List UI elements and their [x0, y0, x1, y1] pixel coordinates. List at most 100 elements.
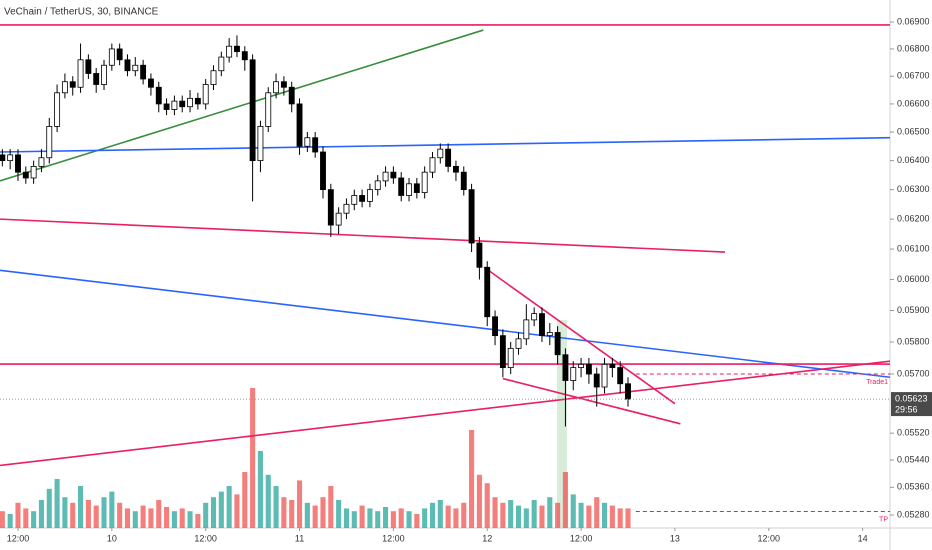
volume-bar	[328, 486, 334, 528]
volume-bar	[351, 511, 357, 528]
candle-body	[179, 100, 186, 108]
volume-bar	[265, 474, 271, 528]
candle-body	[554, 332, 561, 356]
volume-bar	[23, 508, 29, 528]
volume-bar	[429, 502, 436, 528]
volume-bar	[336, 500, 342, 528]
candle-body	[30, 165, 37, 179]
volume-bar	[124, 508, 131, 528]
volume-bar	[296, 480, 303, 528]
volume-bar	[0, 511, 5, 528]
volume-bar	[250, 388, 256, 528]
volume-bar	[257, 451, 263, 528]
candle-body	[312, 137, 319, 153]
candle-body	[609, 363, 616, 368]
volume-bar	[46, 488, 52, 528]
candle-body	[7, 154, 14, 162]
x-tick-label: 12:00	[382, 533, 405, 543]
candle-body	[523, 319, 530, 340]
volume-bar	[234, 494, 240, 528]
y-tick-label: 0.05520	[897, 428, 930, 438]
candle-body	[398, 177, 405, 196]
volume-bar	[390, 511, 396, 528]
candle-body	[124, 59, 131, 72]
volume-bar	[15, 502, 21, 528]
candle-body	[468, 189, 475, 244]
volume-bar	[38, 500, 44, 528]
candle-body	[0, 154, 6, 162]
candle-body	[437, 148, 444, 159]
candle-body	[413, 183, 420, 193]
candle-body	[234, 45, 240, 53]
candle-body	[390, 171, 397, 179]
volume-bar	[312, 505, 318, 528]
candle-body	[374, 180, 381, 191]
volume-bar	[375, 511, 381, 528]
candle-body	[539, 313, 545, 337]
candle-body	[445, 148, 452, 167]
volume-bar	[476, 474, 482, 528]
candle-body	[507, 347, 514, 368]
volume-bar	[78, 486, 84, 528]
volume-bar	[117, 502, 123, 528]
volume-bar	[359, 505, 365, 528]
volume-bar	[210, 497, 217, 528]
y-tick-label: 0.05700	[897, 368, 930, 378]
volume-bar	[31, 511, 37, 528]
candle-body	[85, 59, 92, 74]
candle-body	[460, 171, 467, 191]
volume-bar	[304, 502, 310, 528]
candle-body	[476, 242, 483, 268]
volume-bar	[367, 508, 373, 528]
volume-bar	[562, 472, 568, 528]
trend-line	[0, 218, 726, 253]
volume-bar	[617, 508, 623, 528]
candle-body	[585, 363, 592, 375]
volume-bar	[594, 497, 600, 528]
volume-bar	[218, 491, 224, 528]
x-tick-label: 11	[295, 533, 304, 543]
volume-bar	[578, 502, 584, 528]
volume-bar	[555, 502, 561, 528]
volume-bar	[93, 505, 99, 528]
volume-bar	[531, 500, 537, 528]
trend-line	[502, 377, 681, 425]
volume-bar	[343, 508, 350, 528]
drawing-label: TP	[879, 516, 888, 523]
trend-line	[0, 360, 891, 467]
x-tick-label: 12:00	[194, 533, 217, 543]
volume-bar	[625, 508, 631, 528]
candle-body	[108, 48, 115, 66]
candle-body	[499, 335, 506, 368]
y-tick-label: 0.06200	[897, 213, 930, 223]
volume-bar	[140, 505, 146, 528]
candle-body	[54, 92, 61, 127]
y-tick-label: 0.06500	[897, 126, 930, 136]
candle-body	[77, 59, 84, 88]
candle-body	[492, 316, 498, 337]
chart-title: VeChain / TetherUS, 30, BINANCE	[4, 7, 159, 18]
volume-bar	[203, 502, 209, 528]
volume-bar	[226, 486, 232, 528]
x-tick-label: 10	[107, 533, 117, 543]
volume-bar	[523, 508, 529, 528]
volume-bar	[132, 511, 138, 528]
trend-line	[483, 266, 676, 405]
volume-bar	[586, 505, 592, 528]
candle-body	[163, 103, 170, 110]
volume-bar	[7, 514, 13, 528]
volume-bar	[109, 491, 115, 528]
candle-body	[101, 64, 107, 85]
volume-bar	[461, 502, 467, 528]
candle-body	[155, 86, 162, 105]
volume-bar	[437, 500, 443, 528]
candle-body	[366, 189, 373, 202]
volume-bar	[195, 514, 201, 528]
candle-body	[320, 151, 326, 191]
volume-bar	[54, 479, 60, 528]
last-price-label: 0.05623	[895, 393, 928, 403]
candle-body	[15, 154, 21, 173]
candle-body	[593, 373, 600, 388]
candle-body	[296, 103, 303, 147]
